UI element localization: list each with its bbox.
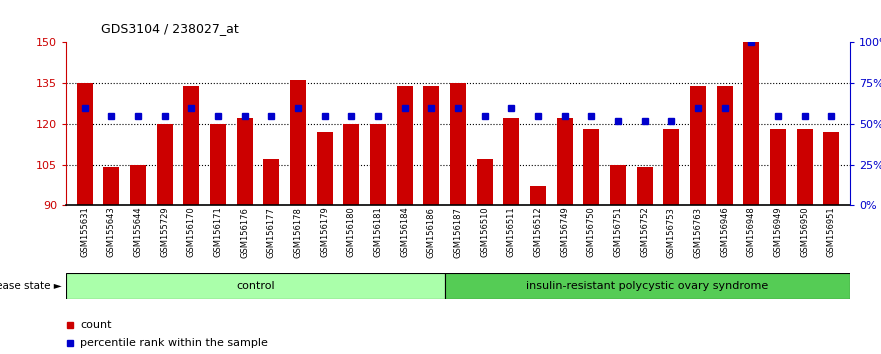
Bar [370, 124, 386, 205]
Bar [103, 167, 120, 205]
Bar [237, 119, 253, 205]
Bar [770, 129, 786, 205]
Bar [796, 129, 813, 205]
Bar [824, 132, 840, 205]
Text: control: control [236, 281, 275, 291]
Text: count: count [80, 320, 112, 330]
Text: percentile rank within the sample: percentile rank within the sample [80, 338, 268, 348]
Bar [503, 119, 520, 205]
Bar [450, 83, 466, 205]
Bar [317, 132, 333, 205]
Bar [744, 42, 759, 205]
Bar [396, 86, 413, 205]
Bar [424, 86, 440, 205]
Bar [477, 159, 492, 205]
Bar [344, 124, 359, 205]
Bar [66, 273, 445, 299]
Bar [637, 167, 653, 205]
Bar [183, 86, 199, 205]
Bar [210, 124, 226, 205]
Text: insulin-resistant polycystic ovary syndrome: insulin-resistant polycystic ovary syndr… [526, 281, 768, 291]
Text: disease state ►: disease state ► [0, 281, 62, 291]
Bar [130, 165, 146, 205]
Bar [690, 86, 707, 205]
Bar [445, 273, 850, 299]
Bar [77, 83, 93, 205]
Bar [263, 159, 279, 205]
Bar [530, 186, 546, 205]
Bar [557, 119, 573, 205]
Bar [663, 129, 679, 205]
Bar [583, 129, 599, 205]
Bar [611, 165, 626, 205]
Text: GDS3104 / 238027_at: GDS3104 / 238027_at [101, 22, 239, 35]
Bar [717, 86, 733, 205]
Bar [290, 80, 306, 205]
Bar [157, 124, 173, 205]
